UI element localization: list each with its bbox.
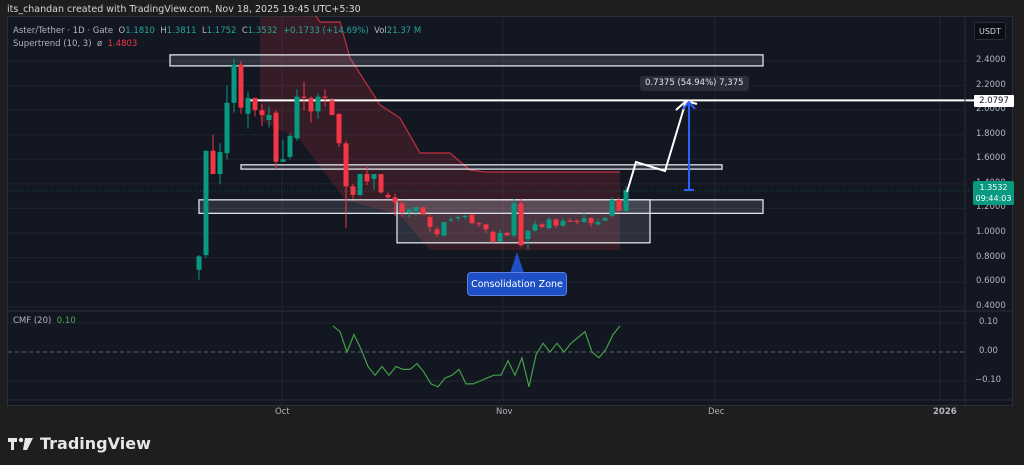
price-axis-label: 0.6000 bbox=[976, 276, 1006, 287]
price-axis-label: 2.0000 bbox=[976, 104, 1006, 115]
price-axis-label: 2.2000 bbox=[976, 79, 1006, 90]
time-axis-label: Nov bbox=[496, 407, 513, 417]
last-price: 1.3532 bbox=[979, 183, 1008, 192]
callout-pointer bbox=[510, 252, 524, 273]
chart-frame[interactable] bbox=[7, 16, 1013, 406]
cmf-axis-label: 0.10 bbox=[979, 317, 998, 327]
time-axis-label: Dec bbox=[708, 407, 725, 417]
cmf-line bbox=[332, 325, 621, 388]
low-value: 1.1752 bbox=[206, 26, 237, 36]
last-price-tag: 1.3532 09:44:03 bbox=[973, 181, 1014, 205]
time-axis-label: 2026 bbox=[933, 407, 957, 417]
hidden-icon: ø bbox=[96, 38, 103, 49]
chart-credit: its_chandan created with TradingView.com… bbox=[7, 4, 361, 15]
chart-legend: Aster/Tether · 1D · Gate O1.1810 H1.3811… bbox=[13, 26, 422, 49]
volume-value: 21.37 M bbox=[386, 26, 422, 36]
cmf-legend: CMF (20) 0.10 bbox=[13, 316, 76, 326]
change-value: +0.1733 (+14.69%) bbox=[282, 26, 369, 36]
tradingview-logo-icon bbox=[8, 437, 33, 450]
open-value: 1.1810 bbox=[125, 26, 155, 36]
price-axis-label: 1.0000 bbox=[976, 227, 1006, 237]
price-axis-label: 0.4000 bbox=[976, 300, 1006, 311]
cmf-label[interactable]: CMF (20) bbox=[13, 316, 52, 326]
cmf-axis-label: 0.00 bbox=[979, 346, 998, 356]
supertrend-value: 1.4803 bbox=[107, 38, 138, 49]
measure-arrow bbox=[682, 100, 696, 191]
currency-button[interactable]: USDT bbox=[974, 22, 1006, 40]
candlesticks bbox=[196, 58, 629, 280]
price-axis-label: 0.8000 bbox=[976, 251, 1006, 262]
price-axis-label: 1.8000 bbox=[976, 128, 1006, 139]
gridlines bbox=[8, 17, 965, 400]
price-axis-label: 2.4000 bbox=[976, 54, 1006, 65]
symbol-label[interactable]: Aster/Tether · 1D · Gate bbox=[13, 26, 114, 36]
cmf-axis-label: −0.10 bbox=[975, 375, 1002, 385]
brand-name: TradingView bbox=[40, 434, 151, 453]
supertrend-band bbox=[260, 15, 620, 250]
price-axis-label: 1.2000 bbox=[976, 202, 1006, 213]
tradingview-logo[interactable]: TradingView bbox=[8, 434, 151, 453]
high-value: 1.3811 bbox=[166, 26, 197, 36]
price-axis-label: 1.6000 bbox=[976, 153, 1006, 164]
projection-path bbox=[626, 99, 698, 193]
measure-label: 0.7375 (54.94%) 7,375 bbox=[640, 76, 749, 91]
close-value: 1.3532 bbox=[247, 26, 278, 36]
consolidation-zone-callout: Consolidation Zone bbox=[467, 272, 567, 296]
time-axis-label: Oct bbox=[275, 407, 290, 417]
bar-countdown: 09:44:03 bbox=[975, 194, 1012, 203]
supertrend-label[interactable]: Supertrend (10, 3) bbox=[13, 38, 92, 49]
cmf-value: 0.10 bbox=[56, 316, 76, 326]
target-price-tag: 2.0797 bbox=[974, 95, 1014, 107]
